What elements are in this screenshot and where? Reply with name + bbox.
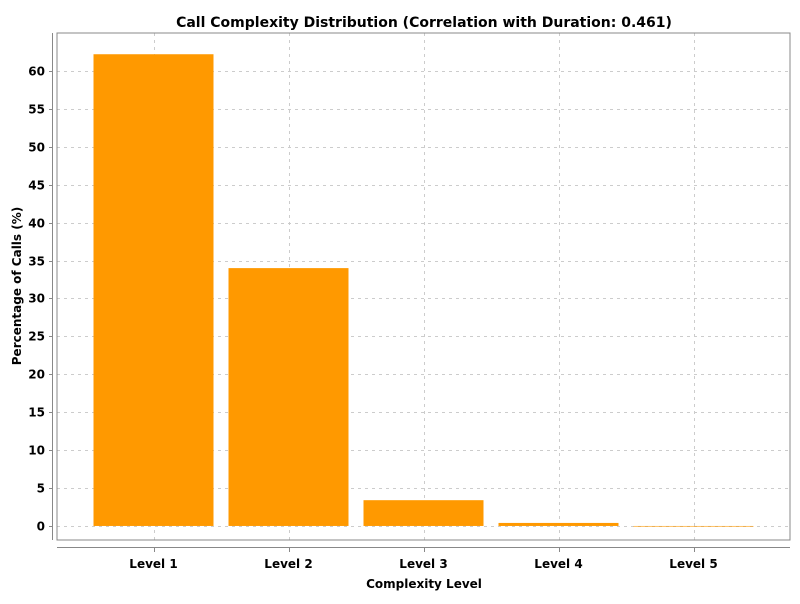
bar-level-5 xyxy=(633,525,754,527)
x-tick-label: Level 3 xyxy=(399,557,447,571)
y-tick-label: 0 xyxy=(37,520,45,534)
plot-border xyxy=(56,32,791,541)
x-ticks: Level 1 Level 2 Level 3 Level 4 Level 5 xyxy=(129,548,718,571)
bar-level-3 xyxy=(363,500,484,526)
bar-level-4 xyxy=(498,522,619,526)
bars xyxy=(93,54,754,527)
y-tick-label: 35 xyxy=(28,255,45,269)
y-tick-label: 60 xyxy=(28,65,45,79)
bar-level-2 xyxy=(228,268,349,526)
y-tick-label: 40 xyxy=(28,217,45,231)
bar-level-1 xyxy=(93,54,214,526)
x-tick-label: Level 5 xyxy=(669,557,717,571)
y-tick-label: 55 xyxy=(28,103,45,117)
y-tick-label: 25 xyxy=(28,330,45,344)
y-tick-label: 15 xyxy=(28,406,45,420)
x-tick-label: Level 1 xyxy=(129,557,177,571)
x-tick-label: Level 4 xyxy=(534,557,582,571)
y-ticks: 0 5 10 15 20 25 30 35 40 45 50 55 60 xyxy=(28,65,53,534)
chart-title: Call Complexity Distribution (Correlatio… xyxy=(176,15,672,31)
y-tick-label: 30 xyxy=(28,292,45,306)
x-axis-label: Complexity Level xyxy=(366,577,482,591)
y-tick-label: 10 xyxy=(28,444,45,458)
y-tick-label: 50 xyxy=(28,141,45,155)
x-tick-label: Level 2 xyxy=(264,557,312,571)
y-axis-label: Percentage of Calls (%) xyxy=(10,207,24,365)
y-tick-label: 45 xyxy=(28,179,45,193)
y-tick-label: 5 xyxy=(37,482,45,496)
y-tick-label: 20 xyxy=(28,368,45,382)
